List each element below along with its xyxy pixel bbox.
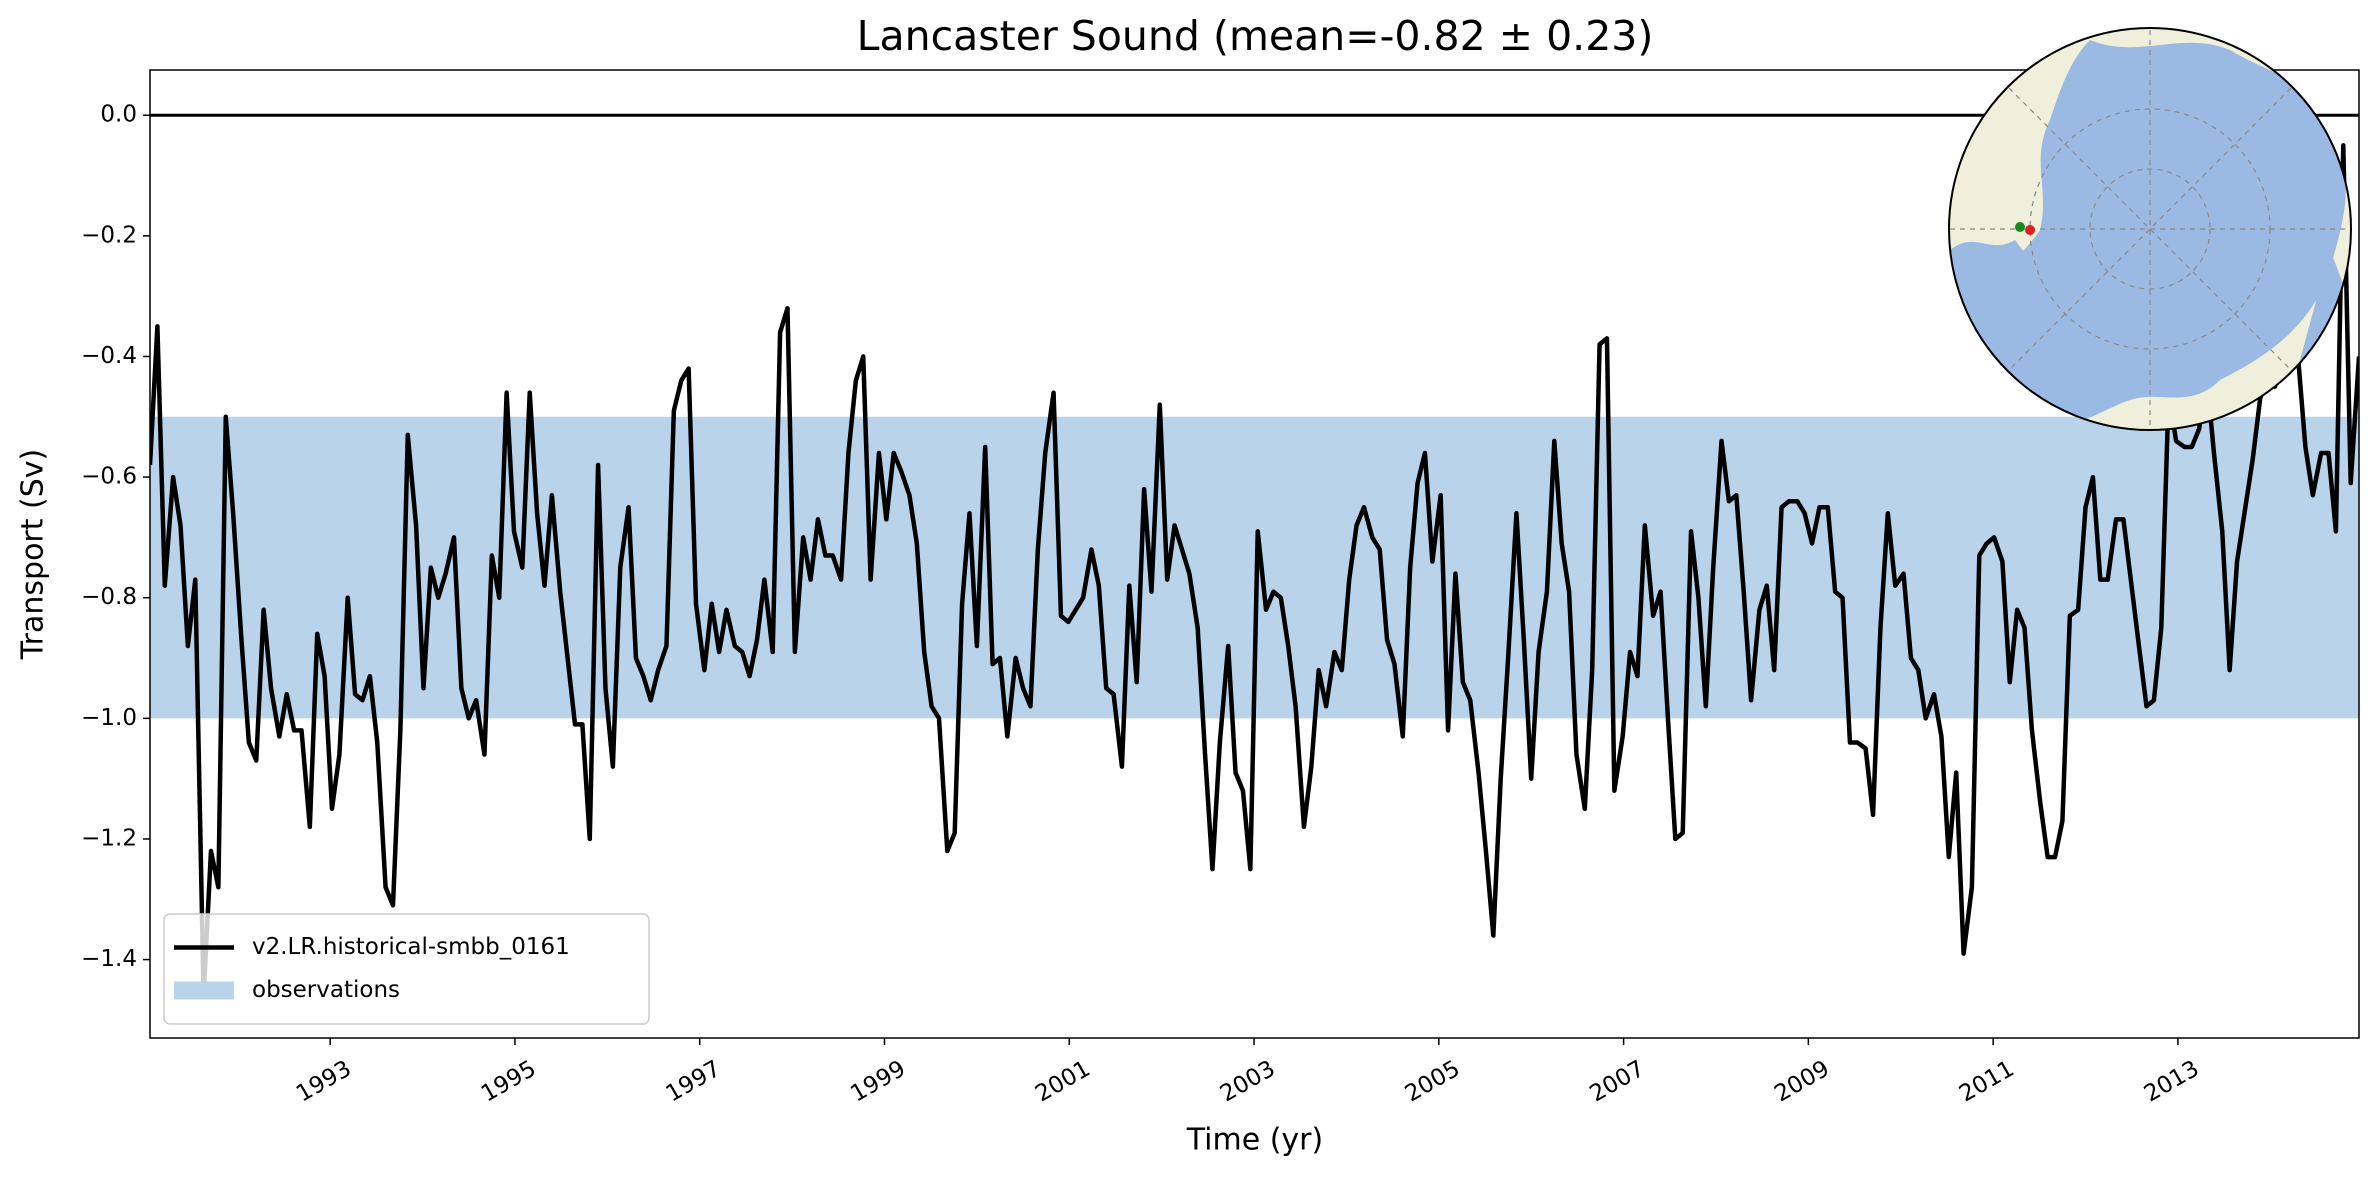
legend-swatch <box>174 981 234 1000</box>
x-tick-label: 2001 <box>1031 1056 1095 1108</box>
x-tick-label: 1999 <box>846 1056 910 1108</box>
x-tick-label: 2013 <box>2140 1056 2204 1108</box>
x-tick-label: 1997 <box>662 1056 726 1108</box>
legend-box <box>163 913 650 1025</box>
map-marker <box>2025 225 2035 235</box>
y-tick-label: −1.4 <box>81 946 137 972</box>
x-axis-label: Time (yr) <box>1186 1123 1323 1158</box>
x-tick-label: 2011 <box>1955 1056 2019 1108</box>
legend-label: v2.LR.historical-smbb_0161 <box>252 934 570 960</box>
x-tick-label: 2007 <box>1585 1056 1649 1108</box>
map-marker <box>2015 222 2025 232</box>
y-tick-label: −0.8 <box>81 584 137 610</box>
y-tick-label: −0.6 <box>81 464 137 490</box>
map-border <box>1948 27 2352 431</box>
y-tick-label: 0.0 <box>100 102 137 128</box>
y-tick-label: −1.0 <box>81 705 137 731</box>
legend: v2.LR.historical-smbb_0161 observations <box>163 913 650 1025</box>
locator-map <box>1948 27 2352 431</box>
y-tick-label: −1.2 <box>81 825 137 851</box>
series-line <box>150 143 2359 999</box>
x-tick-label: 2009 <box>1770 1056 1834 1108</box>
x-tick-label: 1995 <box>477 1056 541 1108</box>
x-tick-label: 2003 <box>1216 1056 1280 1108</box>
x-tick-label: 2005 <box>1401 1056 1465 1108</box>
y-tick-label: −0.4 <box>81 343 137 369</box>
plot-area <box>150 113 2359 999</box>
x-tick-label: 1993 <box>292 1056 356 1108</box>
y-axis-label: Transport (Sv) <box>16 449 51 661</box>
y-tick-label: −0.2 <box>81 222 137 248</box>
map-ocean <box>1949 28 2351 430</box>
legend-label: observations <box>252 977 400 1003</box>
chart-title: Lancaster Sound (mean=-0.82 ± 0.23) <box>857 12 1654 60</box>
